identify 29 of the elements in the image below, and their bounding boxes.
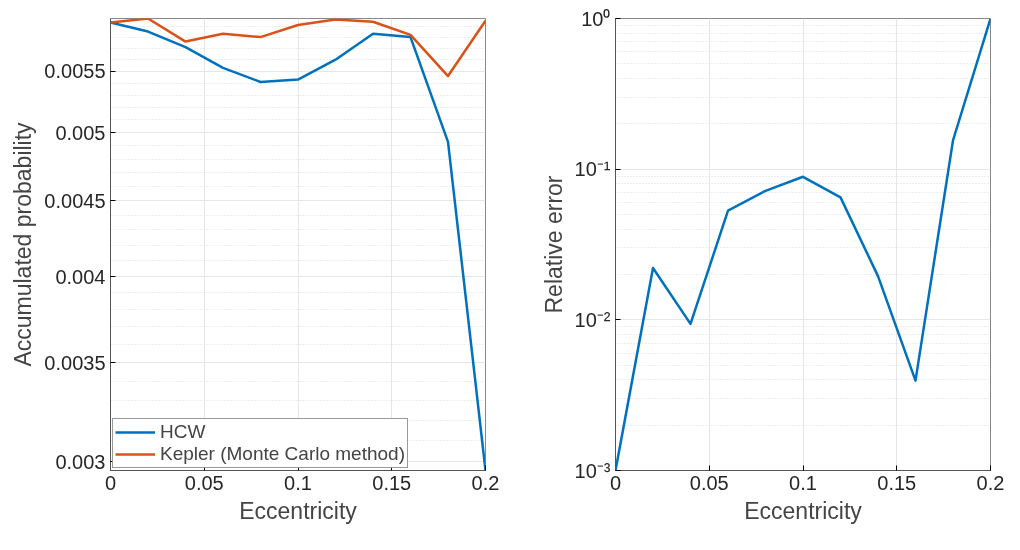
y-axis-title: Accumulated probability [10,121,37,367]
y-tick-label: 10⁻¹ [574,158,611,181]
y-tick-label: 0.005 [55,121,106,144]
y-tick-label: 10⁻² [574,308,611,331]
y-tick-label: 0.0035 [44,351,106,374]
y-tick-label: 0.0045 [44,189,106,212]
y-tick-label: 0.0055 [44,60,106,83]
legend-label: Kepler (Monte Carlo method) [160,443,405,465]
y-tick-label: 10⁻³ [574,459,611,482]
x-tick-label: 0.05 [689,471,729,494]
x-tick-label: 0 [104,471,117,494]
x-tick-label: 0.15 [877,471,917,494]
y-tick-label: 10⁰ [581,7,611,30]
y-tick-label: 0.003 [55,450,106,473]
legend-label: HCW [160,421,206,443]
line-series [615,18,991,471]
y-axis-title: Relative error [540,175,567,314]
x-tick-label: 0 [609,471,622,494]
line-series [110,21,486,471]
x-tick-label: 0.2 [471,471,500,494]
x-tick-label: 0.05 [184,471,224,494]
x-tick-label: 0.1 [789,471,817,494]
x-tick-label: 0.2 [976,471,1005,494]
x-axis-title: Eccentricity [239,497,358,524]
x-axis-title: Eccentricity [744,497,863,524]
x-tick-label: 0.1 [284,471,312,494]
line-series [110,18,486,78]
x-tick-label: 0.15 [372,471,412,494]
y-tick-label: 0.004 [55,265,106,288]
